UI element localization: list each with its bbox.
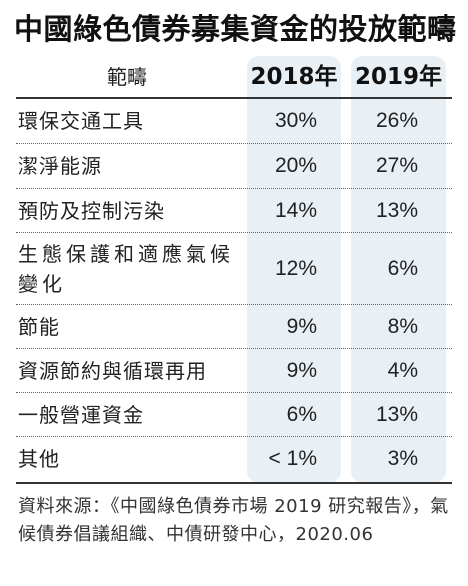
row-separator (16, 143, 452, 144)
row-separator (16, 392, 452, 393)
row-separator (16, 232, 452, 233)
row-separator (16, 436, 452, 437)
column-highlight-2018 (247, 56, 341, 483)
column-highlight-2019 (351, 56, 446, 483)
table-row: 環保交通工具 30% 26% (0, 99, 468, 143)
value-2019: 4% (387, 358, 418, 382)
row-label: 資源節約與循環再用 (18, 358, 207, 383)
table-row: 節能 9% 8% (0, 305, 468, 348)
header-divider (16, 97, 452, 99)
table-header: 範疇 2018年 2019年 (0, 56, 468, 98)
table-bottom-divider (16, 482, 452, 484)
row-label: 預防及控制污染 (18, 198, 165, 223)
header-category: 範疇 (107, 65, 147, 89)
value-2018: 12% (274, 256, 317, 280)
row-label: 生態保護和適應氣候變化 (18, 241, 234, 296)
table-row: 一般營運資金 6% 13% (0, 393, 468, 436)
header-year-2019: 2019年 (354, 64, 442, 90)
table-row: 預防及控制污染 14% 13% (0, 189, 468, 232)
value-2019: 26% (375, 109, 418, 132)
value-2018: 20% (274, 154, 317, 177)
value-2018: < 1% (268, 447, 317, 470)
row-separator (16, 188, 452, 189)
value-2018: 30% (274, 109, 317, 132)
row-label: 節能 (18, 314, 60, 339)
value-2019: 13% (375, 402, 418, 426)
value-2019: 8% (387, 314, 418, 338)
table-row: 其他 < 1% 3% (0, 437, 468, 481)
row-separator (16, 304, 452, 305)
value-2018: 9% (286, 358, 317, 382)
value-2019: 3% (387, 447, 418, 470)
table-row: 潔淨能源 20% 27% (0, 144, 468, 188)
value-2018: 14% (274, 198, 317, 222)
table-row: 資源節約與循環再用 9% 4% (0, 349, 468, 392)
row-separator (16, 348, 452, 349)
row-label: 環保交通工具 (18, 109, 144, 133)
table-row: 生態保護和適應氣候變化 12% 6% (0, 233, 468, 304)
source-note: 資料來源：《中國綠色債券市場 2019 研究報告》，氣候債券倡議組織、中債研發中… (18, 496, 449, 545)
row-label: 其他 (18, 447, 60, 471)
value-2018: 9% (286, 314, 317, 338)
page-title: 中國綠色債券募集資金的投放範疇 (14, 12, 457, 46)
value-2019: 6% (387, 256, 418, 280)
row-label: 一般營運資金 (18, 402, 144, 427)
value-2019: 27% (375, 154, 418, 177)
value-2019: 13% (375, 198, 418, 222)
header-year-2018: 2018年 (250, 64, 338, 90)
value-2018: 6% (286, 402, 317, 426)
row-label: 潔淨能源 (18, 154, 102, 178)
